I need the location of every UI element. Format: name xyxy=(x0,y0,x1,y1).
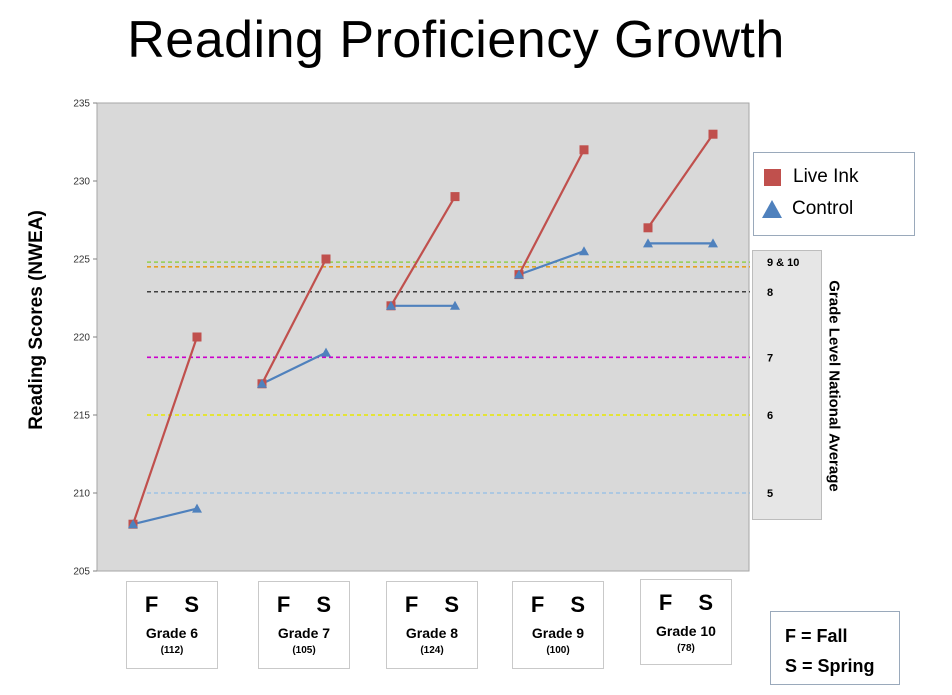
y-tick-label: 230 xyxy=(73,177,90,188)
series-segment xyxy=(390,196,456,307)
live-ink-point xyxy=(708,129,718,139)
reference-label: 5 xyxy=(767,488,773,500)
control-point xyxy=(708,238,718,248)
control-point xyxy=(386,300,396,310)
spring-label: S xyxy=(698,590,714,615)
control-point xyxy=(321,347,331,357)
y-tick-label: 235 xyxy=(73,99,90,110)
control-point xyxy=(579,246,589,256)
grade-name: Grade 8 xyxy=(405,625,459,641)
fall-label: F xyxy=(530,592,545,617)
control-point xyxy=(192,503,202,513)
series-segment xyxy=(261,258,327,385)
y-tick-label: 220 xyxy=(73,333,90,344)
live-ink-point xyxy=(321,254,331,264)
grade-count: (78) xyxy=(677,643,695,654)
spring-label: S xyxy=(570,592,586,617)
key-fall: F = Fall xyxy=(785,626,848,646)
fall-spring-key: F = Fall S = Spring xyxy=(770,611,900,685)
grade-count: (100) xyxy=(546,645,570,656)
grade-name: Grade 9 xyxy=(531,625,585,641)
spring-label: S xyxy=(184,592,200,617)
legend: Live Ink Control xyxy=(753,152,915,236)
series-segment xyxy=(261,351,327,385)
live-ink-point xyxy=(579,145,589,155)
live-ink-point xyxy=(450,192,460,202)
control-point xyxy=(450,300,460,310)
y-tick-label: 225 xyxy=(73,255,90,266)
grade-count: (124) xyxy=(420,645,444,656)
reference-labels-panel xyxy=(752,250,822,520)
square-marker-icon xyxy=(764,168,781,186)
series-segment xyxy=(131,336,199,525)
control-point xyxy=(514,269,524,279)
fall-label: F xyxy=(404,592,419,617)
legend-item-live-ink: Live Ink xyxy=(764,166,858,188)
series-segment xyxy=(132,507,198,526)
reference-label: 6 xyxy=(767,410,773,422)
reference-label: 9 & 10 xyxy=(767,257,799,269)
y-tick-label: 210 xyxy=(73,489,90,500)
fall-label: F xyxy=(144,592,159,617)
live-ink-point xyxy=(192,332,202,342)
grade-name: Grade 7 xyxy=(277,625,331,641)
control-point xyxy=(257,378,267,388)
fall-label: F xyxy=(658,590,673,615)
page-title: Reading Proficiency Growth xyxy=(127,11,785,69)
legend-label-control: Control xyxy=(792,198,854,219)
grade-count: (105) xyxy=(292,645,316,656)
series-segment xyxy=(518,149,585,276)
series-segment xyxy=(518,250,585,276)
reference-label: 7 xyxy=(767,352,773,364)
legend-label-live-ink: Live Ink xyxy=(793,166,859,187)
control-point xyxy=(643,238,653,248)
live-ink-point xyxy=(643,223,653,233)
grade-name: Grade 10 xyxy=(656,623,716,639)
triangle-marker-icon xyxy=(762,200,782,218)
reference-label: 8 xyxy=(767,287,773,299)
grade-count: (112) xyxy=(160,645,184,656)
key-spring: S = Spring xyxy=(785,656,875,676)
legend-item-control: Control xyxy=(762,198,854,220)
grade-name: Grade 6 xyxy=(145,625,199,641)
fall-label: F xyxy=(276,592,291,617)
control-point xyxy=(128,519,138,529)
y-tick-label: 205 xyxy=(73,567,90,578)
spring-label: S xyxy=(316,592,332,617)
spring-label: S xyxy=(444,592,460,617)
y-tick-label: 215 xyxy=(73,411,90,422)
series-segment xyxy=(647,133,714,229)
